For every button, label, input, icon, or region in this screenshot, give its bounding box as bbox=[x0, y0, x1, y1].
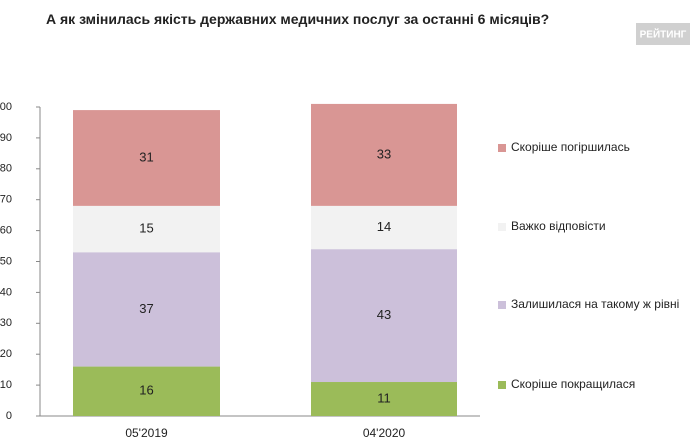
y-tick-label: 10 bbox=[0, 379, 12, 391]
y-tick-label: 0 bbox=[6, 410, 12, 422]
value-label: 16 bbox=[139, 383, 153, 398]
chart-title: А як змінилась якість державних медичних… bbox=[46, 11, 549, 27]
bar-segment bbox=[73, 252, 220, 367]
y-tick-label: 100 bbox=[0, 101, 12, 113]
bar-segment bbox=[73, 110, 220, 206]
y-tick-label: 30 bbox=[0, 317, 12, 329]
bar-segment bbox=[73, 366, 220, 416]
y-tick-label: 60 bbox=[0, 225, 12, 237]
bar-segment bbox=[311, 249, 457, 383]
value-label: 43 bbox=[377, 307, 391, 322]
legend-label: Скоріше погіршилась bbox=[511, 140, 630, 154]
y-tick-label: 40 bbox=[0, 286, 12, 298]
bar-segment bbox=[311, 205, 457, 250]
logo-box bbox=[636, 23, 690, 45]
value-label: 11 bbox=[377, 390, 391, 405]
bar-segment bbox=[311, 103, 457, 206]
y-tick-label: 20 bbox=[0, 348, 12, 360]
legend-marker bbox=[498, 223, 506, 231]
legend-label: Скоріше покращилася bbox=[511, 377, 635, 391]
logo: РЕЙТИНГ bbox=[640, 28, 687, 41]
y-tick-label: 80 bbox=[0, 163, 12, 175]
legend-label: Важко відповісти bbox=[511, 219, 606, 233]
value-label: 37 bbox=[139, 301, 153, 316]
y-tick-label: 70 bbox=[0, 194, 12, 206]
legend-label: Залишилася на такому ж рівні bbox=[511, 297, 679, 311]
value-label: 33 bbox=[377, 146, 391, 161]
x-tick-label: 04'2020 bbox=[363, 426, 406, 440]
legend-marker bbox=[498, 301, 506, 309]
value-label: 14 bbox=[377, 219, 391, 234]
value-label: 15 bbox=[139, 220, 153, 235]
legend-marker bbox=[498, 144, 506, 152]
x-tick-label: 05'2019 bbox=[125, 426, 168, 440]
bar-segment bbox=[73, 205, 220, 253]
y-tick-label: 50 bbox=[0, 255, 12, 267]
value-label: 31 bbox=[139, 149, 153, 164]
bar-segment bbox=[311, 382, 457, 416]
y-tick-label: 90 bbox=[0, 132, 12, 144]
legend-marker bbox=[498, 381, 506, 389]
